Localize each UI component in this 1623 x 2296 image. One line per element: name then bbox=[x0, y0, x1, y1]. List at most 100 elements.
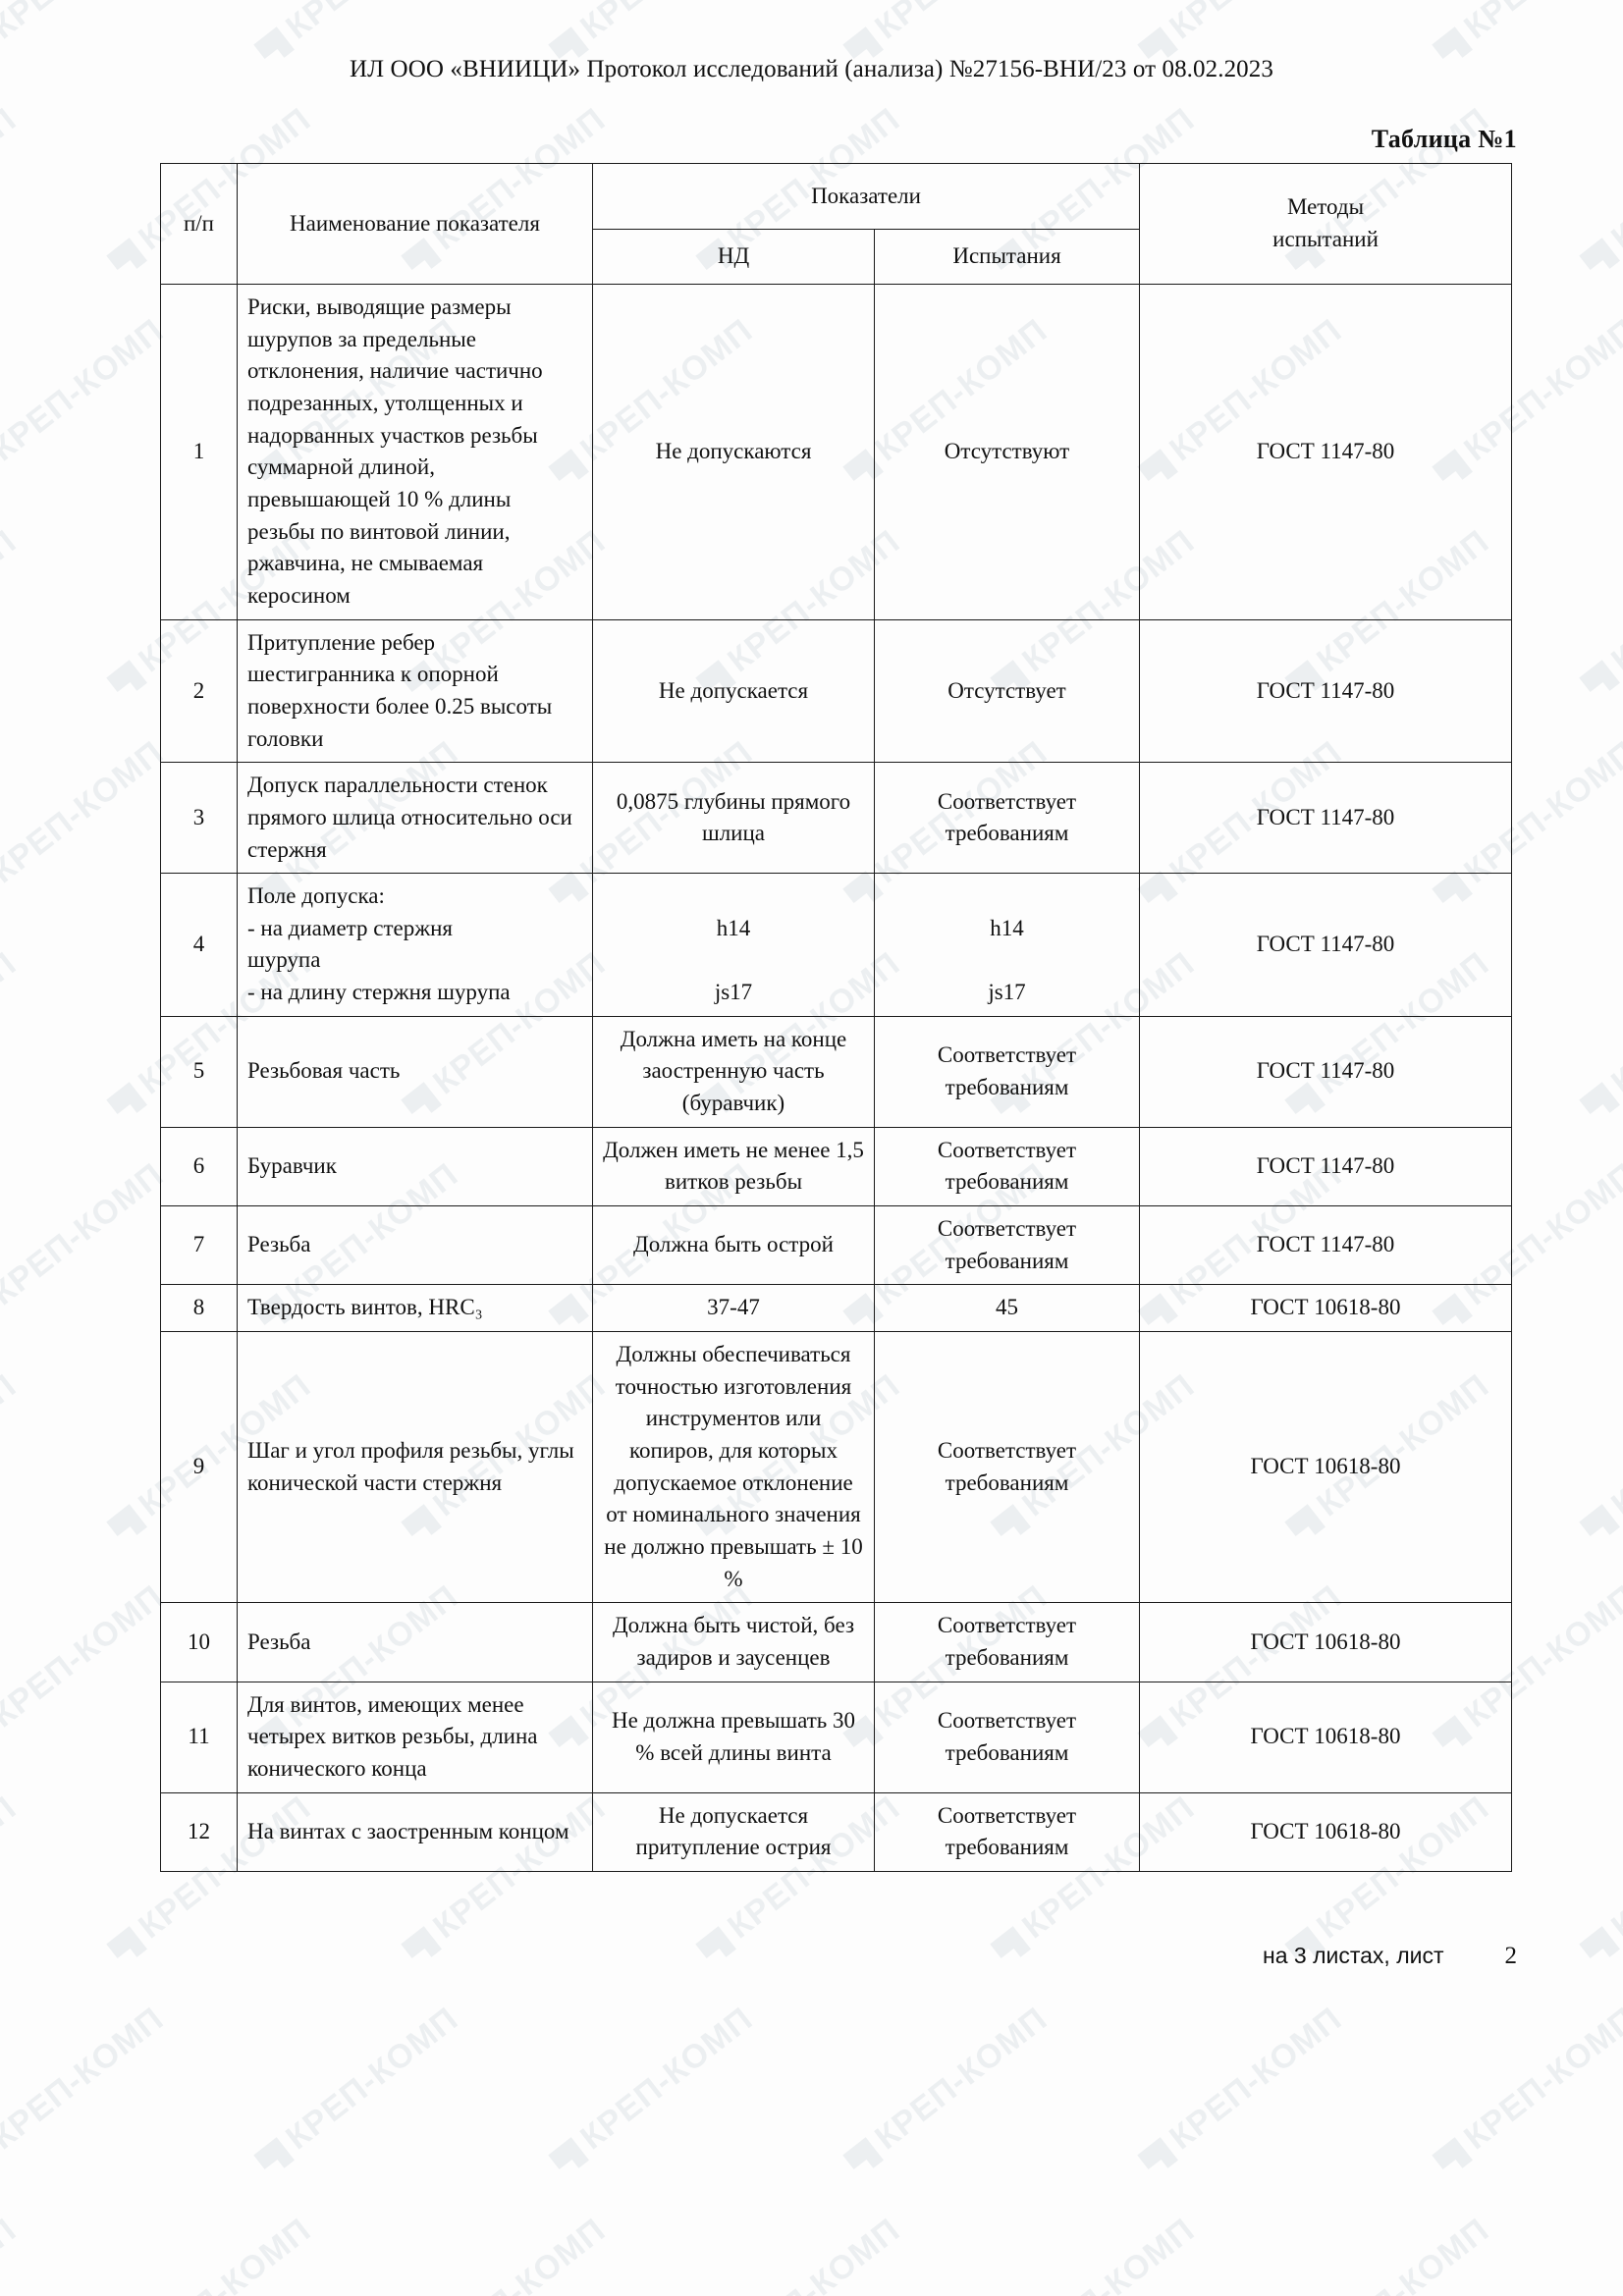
column-header-name: Наименование показателя bbox=[237, 163, 593, 285]
table-row: 4 Поле допуска: - на диаметр стержня шур… bbox=[160, 873, 1513, 1017]
column-header-methods-line1: Методы bbox=[1286, 194, 1365, 220]
row-nd: 0,0875 глубины прямого шлица bbox=[592, 762, 875, 875]
row-nd: h14 js17 bbox=[592, 873, 875, 1017]
row-method: ГОСТ 10618-80 bbox=[1139, 1681, 1513, 1793]
footer-page-number: 2 bbox=[1504, 1942, 1518, 1969]
row-method: ГОСТ 1147-80 bbox=[1139, 1205, 1513, 1286]
watermark-text: КРЕП-КОМП bbox=[249, 2001, 465, 2181]
row-test: Соответствует требованиям bbox=[873, 1205, 1141, 1286]
column-header-test: Испытания bbox=[873, 229, 1141, 285]
row-num: 10 bbox=[160, 1602, 238, 1682]
watermark-text: КРЕП-КОМП bbox=[1428, 2001, 1623, 2181]
row-num: 5 bbox=[160, 1015, 238, 1128]
results-table: п/п Наименование показателя Показатели М… bbox=[160, 163, 1513, 1872]
row-name: Притупление ребер шестигранника к опорно… bbox=[237, 618, 593, 764]
row-test: Отсутствуют bbox=[873, 284, 1141, 620]
row-num: 11 bbox=[160, 1681, 238, 1793]
row-name: Резьба bbox=[237, 1602, 593, 1682]
table-header-row-2: НД Испытания bbox=[161, 229, 1512, 285]
row-nd: 37-47 bbox=[592, 1284, 875, 1333]
row-test: Соответствует требованиям bbox=[873, 1126, 1141, 1207]
row-nd: Не допускается притупление острия bbox=[592, 1791, 875, 1872]
row-test: Соответствует требованиям bbox=[873, 1791, 1141, 1872]
row-test: Отсутствует bbox=[873, 618, 1141, 764]
row-test: h14 js17 bbox=[873, 873, 1141, 1017]
row-test: Соответствует требованиям bbox=[873, 1602, 1141, 1682]
table-row: 11 Для винтов, имеющих менее четырех вит… bbox=[160, 1681, 1513, 1793]
watermark-text: КРЕП-КОМП bbox=[1280, 2212, 1496, 2296]
table-head: п/п Наименование показателя Показатели М… bbox=[160, 163, 1513, 285]
watermark-text: КРЕП-КОМП bbox=[839, 2001, 1055, 2181]
row-name: Для винтов, имеющих менее четырех витков… bbox=[237, 1681, 593, 1793]
table-row: 1 Риски, выводящие размеры шурупов за пр… bbox=[160, 284, 1513, 620]
row-method: ГОСТ 1147-80 bbox=[1139, 284, 1513, 620]
watermark-text: КРЕП-КОМП bbox=[397, 2212, 613, 2296]
row-num: 3 bbox=[160, 762, 238, 875]
row-test: 45 bbox=[873, 1284, 1141, 1333]
column-header-methods-line2: испытаний bbox=[1272, 227, 1379, 251]
row-nd-line1: h14 bbox=[716, 915, 751, 940]
table-header-row-1: п/п Наименование показателя Показатели М… bbox=[160, 163, 1513, 285]
row-name: На винтах с заостренным концом bbox=[237, 1791, 593, 1872]
row-num: 7 bbox=[160, 1205, 238, 1286]
row-nd: Не допускается bbox=[592, 618, 875, 764]
row-nd: Не допускаются bbox=[592, 284, 875, 620]
watermark-text: КРЕП-КОМП bbox=[102, 2212, 318, 2296]
row-nd: Должна быть чистой, без задиров и заусен… bbox=[592, 1602, 875, 1682]
row-method: ГОСТ 1147-80 bbox=[1139, 1015, 1513, 1128]
table-row: 5 Резьбовая часть Должна иметь на конце … bbox=[160, 1015, 1513, 1128]
row-num: 9 bbox=[160, 1331, 238, 1604]
table-row: 2 Притупление ребер шестигранника к опор… bbox=[160, 618, 1513, 764]
row-method: ГОСТ 1147-80 bbox=[1139, 1126, 1513, 1207]
table-caption: Таблица №1 bbox=[1371, 125, 1517, 153]
document-header-line: ИЛ ООО «ВНИИЦИ» Протокол исследований (а… bbox=[350, 56, 1273, 82]
row-name: Резьбовая часть bbox=[237, 1015, 593, 1128]
row-num: 12 bbox=[160, 1791, 238, 1872]
row-method: ГОСТ 10618-80 bbox=[1139, 1284, 1513, 1333]
row-num: 4 bbox=[160, 873, 238, 1017]
row-test: Соответствует требованиям bbox=[873, 1681, 1141, 1793]
watermark-text: КРЕП-КОМП bbox=[1133, 2001, 1349, 2181]
column-header-nd: НД bbox=[592, 229, 875, 285]
page-footer: на 3 листах, лист 2 bbox=[0, 1943, 1623, 1970]
row-test: Соответствует требованиям bbox=[873, 762, 1141, 875]
row-method: ГОСТ 1147-80 bbox=[1139, 762, 1513, 875]
row-num: 6 bbox=[160, 1126, 238, 1207]
row-name: Шаг и угол профиля резьбы, углы коническ… bbox=[237, 1331, 593, 1604]
table-row: 8 Твердость винтов, HRC₃ 37-47 45 ГОСТ 1… bbox=[160, 1284, 1513, 1333]
row-name: Буравчик bbox=[237, 1126, 593, 1207]
row-nd: Должна иметь на конце заостренную часть … bbox=[592, 1015, 875, 1128]
column-header-methods: Методы испытаний bbox=[1139, 163, 1513, 285]
row-method: ГОСТ 1147-80 bbox=[1139, 618, 1513, 764]
row-nd-line2: js17 bbox=[714, 980, 753, 1005]
row-num: 1 bbox=[160, 284, 238, 620]
row-name: Резьба bbox=[237, 1205, 593, 1286]
row-nd: Не должна превышать 30 % всей длины винт… bbox=[592, 1681, 875, 1793]
footer-sheets-note: на 3 листах, лист bbox=[1263, 1942, 1444, 1968]
row-nd: Должны обеспечиваться точностью изготовл… bbox=[592, 1331, 875, 1604]
watermark-text: КРЕП-КОМП bbox=[986, 2212, 1202, 2296]
page-content: ИЛ ООО «ВНИИЦИ» Протокол исследований (а… bbox=[0, 56, 1623, 1970]
table-row: 12 На винтах с заостренным концом Не доп… bbox=[160, 1791, 1513, 1872]
row-name: Поле допуска: - на диаметр стержня шуруп… bbox=[237, 873, 593, 1017]
row-num: 2 bbox=[160, 618, 238, 764]
row-name: Риски, выводящие размеры шурупов за пред… bbox=[237, 284, 593, 620]
table-row: 3 Допуск параллельности стенок прямого ш… bbox=[160, 762, 1513, 875]
row-test-line1: h14 bbox=[990, 915, 1024, 940]
row-nd: Должна быть острой bbox=[592, 1205, 875, 1286]
row-name: Допуск параллельности стенок прямого шли… bbox=[237, 762, 593, 875]
row-name-line2: - на диаметр стержня bbox=[247, 915, 453, 940]
table-row: 9 Шаг и угол профиля резьбы, углы кониче… bbox=[160, 1331, 1513, 1604]
row-method: ГОСТ 1147-80 bbox=[1139, 873, 1513, 1017]
watermark-text: КРЕП-КОМП bbox=[691, 2212, 907, 2296]
row-num: 8 bbox=[160, 1284, 238, 1333]
table-row: 6 Буравчик Должен иметь не менее 1,5 вит… bbox=[160, 1126, 1513, 1207]
column-header-indicators: Показатели bbox=[591, 163, 1141, 230]
table-body: 1 Риски, выводящие размеры шурупов за пр… bbox=[160, 284, 1513, 1872]
row-method: ГОСТ 10618-80 bbox=[1139, 1791, 1513, 1872]
row-test: Соответствует требованиям bbox=[873, 1015, 1141, 1128]
row-test: Соответствует требованиям bbox=[873, 1331, 1141, 1604]
watermark-text: КРЕП-КОМП bbox=[0, 2001, 171, 2181]
table-row: 7 Резьба Должна быть острой Соответствуе… bbox=[160, 1205, 1513, 1286]
